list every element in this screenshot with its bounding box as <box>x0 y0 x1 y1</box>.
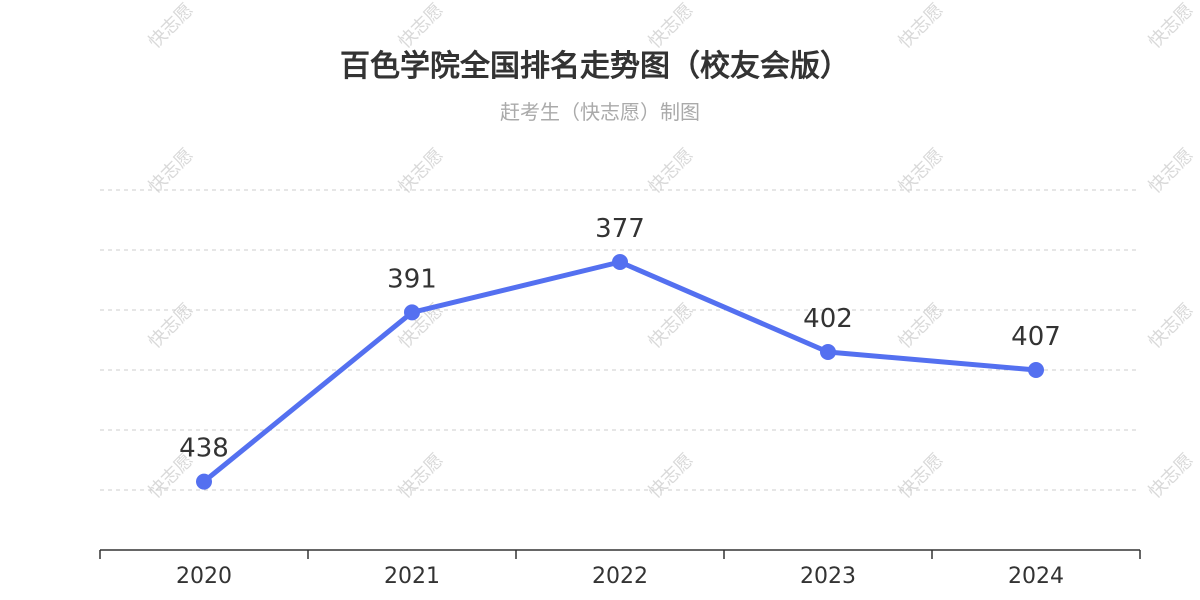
chart-title: 百色学院全国排名走势图（校友会版） <box>340 49 850 84</box>
watermark-text: 快志愿 <box>1145 0 1198 53</box>
watermark-text: 快志愿 <box>145 0 198 53</box>
watermark-text: 快志愿 <box>895 300 948 353</box>
x-tick-label: 2021 <box>384 564 440 589</box>
data-label: 402 <box>803 304 853 334</box>
watermark-text: 快志愿 <box>645 450 698 503</box>
data-label: 438 <box>179 434 229 464</box>
chart-subtitle: 赶考生（快志愿）制图 <box>500 100 700 124</box>
x-tick-label: 2020 <box>176 564 232 589</box>
watermark-text: 快志愿 <box>395 450 448 503</box>
watermark-text: 快志愿 <box>1145 145 1198 198</box>
data-point <box>404 304 420 321</box>
data-label: 391 <box>387 264 437 294</box>
watermark-text: 快志愿 <box>645 0 698 53</box>
x-axis: 2020 2021 2022 2023 2024 <box>99 549 1141 589</box>
watermark-text: 快志愿 <box>895 450 948 503</box>
data-label: 407 <box>1011 322 1061 352</box>
data-point <box>612 254 628 270</box>
watermark-text: 快志愿 <box>645 300 698 353</box>
data-point <box>820 344 836 360</box>
watermark-text: 快志愿 <box>395 0 448 53</box>
watermark-text: 快志愿 <box>1145 300 1198 353</box>
grid-lines <box>100 189 1140 491</box>
data-label: 377 <box>595 214 645 244</box>
watermark-text: 快志愿 <box>145 300 198 353</box>
x-tick-label: 2023 <box>800 564 856 589</box>
watermark-text: 快志愿 <box>1145 450 1198 503</box>
watermark-text: 快志愿 <box>895 0 948 53</box>
series-line <box>201 259 1039 485</box>
data-point <box>196 473 212 490</box>
series-layer: 438 391 377 402 407 <box>179 214 1061 490</box>
x-tick-label: 2024 <box>1008 564 1064 589</box>
x-tick-label: 2022 <box>592 564 648 589</box>
data-point <box>1028 362 1044 378</box>
